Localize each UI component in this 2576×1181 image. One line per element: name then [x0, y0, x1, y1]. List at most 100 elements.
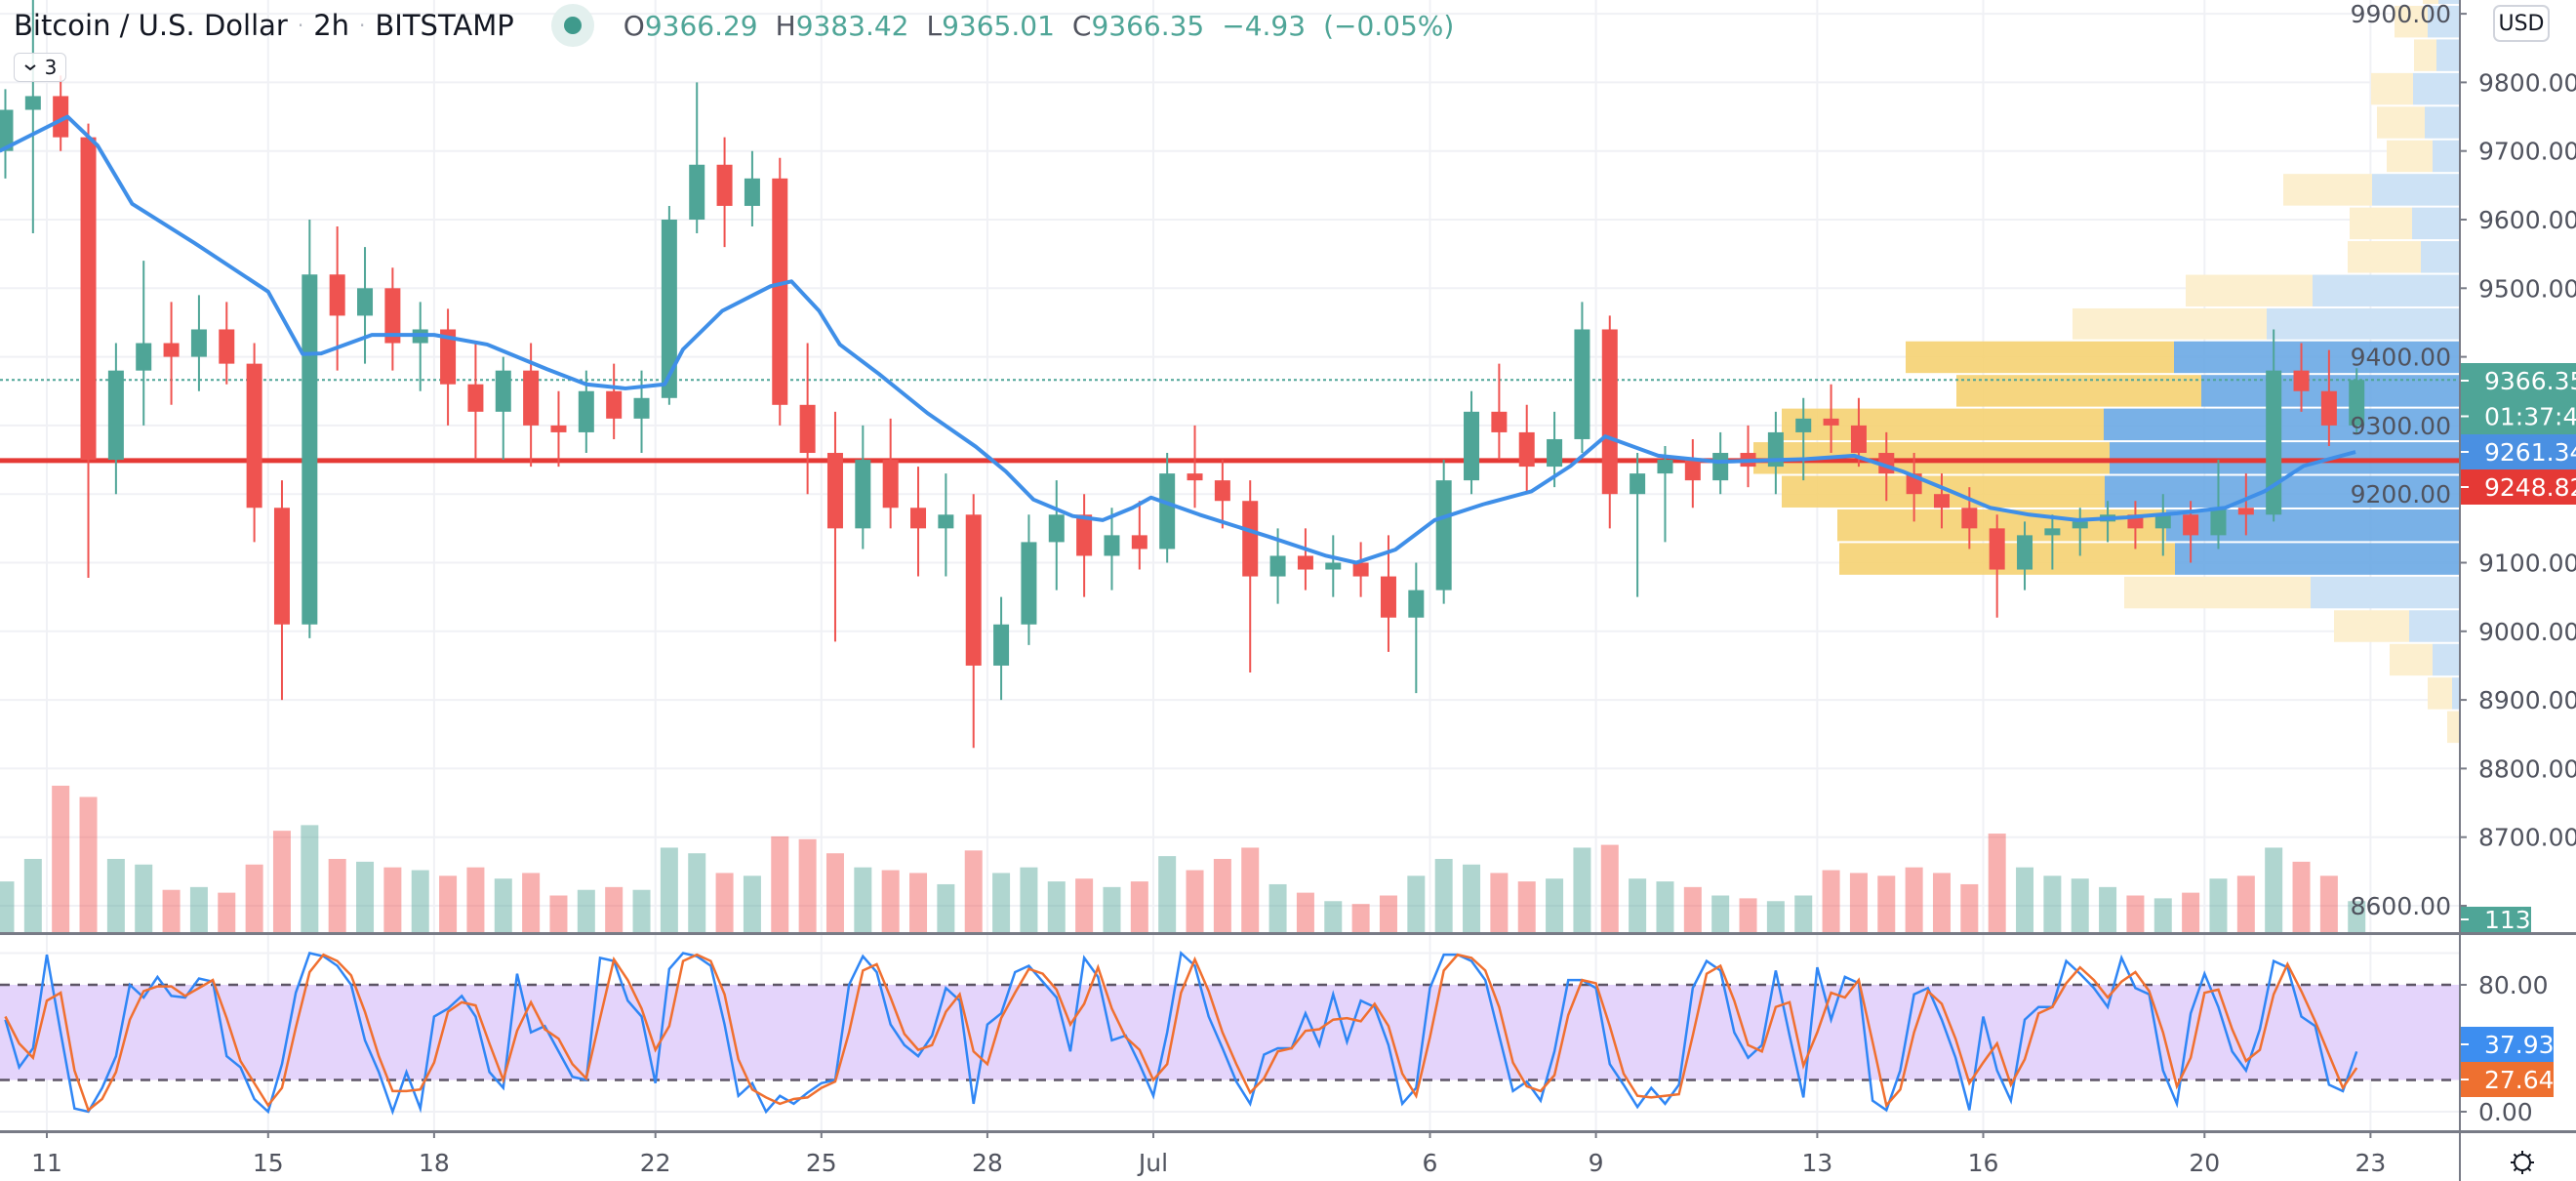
volume-bar	[1711, 895, 1730, 932]
candle-body	[938, 514, 954, 529]
candle-body	[467, 384, 484, 412]
candle	[606, 363, 623, 439]
volume-bar	[2043, 876, 2062, 932]
volume-bar	[1766, 901, 1785, 932]
candle	[1491, 363, 1508, 461]
candle-body	[495, 370, 511, 412]
time-axis-label: 22	[640, 1149, 671, 1177]
stochastic-d-line	[4, 953, 2358, 1113]
high-label: H	[775, 9, 796, 42]
volume-bar	[106, 859, 125, 932]
volume-bar	[2182, 892, 2200, 932]
price-axis-label: 8600.00	[2351, 892, 2451, 920]
volume-bar	[301, 825, 319, 932]
candle	[1242, 480, 1259, 672]
pane-separator	[0, 932, 2576, 935]
candle-body	[1961, 508, 1978, 529]
candle	[716, 137, 733, 248]
separator: ·	[359, 14, 366, 37]
volume-bar	[522, 873, 541, 932]
candle	[1104, 508, 1120, 590]
volume-bar	[1075, 878, 1094, 932]
oscillator-axis-label: 80.00	[2478, 971, 2549, 999]
symbol-name[interactable]: Bitcoin / U.S. Dollar	[14, 9, 288, 42]
volume-bar	[272, 831, 291, 932]
time-axis-border	[0, 1130, 2576, 1133]
volume-profile-down-bar	[2073, 307, 2267, 340]
candle-body	[1547, 438, 1563, 468]
volume-profile-up-bar	[2412, 207, 2459, 240]
candle	[1630, 453, 1646, 597]
volume-bar	[52, 786, 70, 932]
volume-profile-up-bar	[2174, 341, 2459, 374]
volume-bar	[825, 853, 844, 932]
support-line-price-label: 9248.82	[2484, 473, 2576, 502]
candle-body	[2072, 521, 2088, 529]
volume-profile-up-bar	[2433, 643, 2459, 676]
indicators-collapse-button[interactable]: 3	[14, 53, 66, 82]
volume-profile-down-bar	[2283, 174, 2372, 206]
candle	[1131, 501, 1147, 570]
candle	[1352, 542, 1369, 597]
price-axis-label: 9100.00	[2478, 550, 2576, 578]
volume-bar	[1517, 881, 1536, 932]
exchange: BITSTAMP	[375, 9, 514, 42]
candle-body	[993, 624, 1010, 666]
candle-body	[1464, 411, 1480, 481]
low-label: L	[926, 9, 943, 42]
volume-bar	[2153, 898, 2172, 932]
volume-bar	[1296, 892, 1314, 932]
candle-body	[1435, 480, 1452, 590]
candle	[2266, 329, 2282, 522]
volume-bar	[1960, 883, 1979, 932]
price-axis-label: 9200.00	[2351, 480, 2451, 509]
candle-body	[190, 329, 207, 357]
volume-profile-up-bar	[2436, 39, 2459, 71]
price-axis-border	[2459, 0, 2461, 1181]
volume-profile-down-bar	[2124, 576, 2311, 609]
candle-body	[1989, 528, 2005, 570]
price-axis-label: 9900.00	[2351, 0, 2451, 28]
volume-profile-down-bar	[2390, 643, 2433, 676]
volume-bar	[1573, 847, 1591, 932]
candle	[495, 356, 511, 461]
price-axis-label: 8800.00	[2478, 754, 2576, 783]
candle	[190, 295, 207, 391]
candle	[1740, 425, 1756, 488]
candle	[412, 302, 428, 391]
ohlc-values: O9366.29 H9383.42 L9365.01 C9366.35 −4.9…	[624, 10, 1455, 42]
candle-body	[1850, 425, 1867, 454]
volume-bar	[2236, 876, 2255, 932]
volume-profile-down-bar	[2387, 140, 2433, 173]
volume-bar	[1324, 901, 1343, 932]
volume-bar	[1988, 834, 2006, 932]
volume-profile-down-bar	[2350, 207, 2412, 240]
volume-profile-down-bar	[2395, 5, 2428, 38]
open-value: 9366.29	[644, 9, 758, 42]
candle	[689, 82, 705, 234]
gear-icon[interactable]	[2508, 1148, 2537, 1177]
candle-body	[219, 329, 235, 364]
time-axis-label: 6	[1423, 1149, 1438, 1177]
candle	[24, 0, 41, 234]
price-axis-label: 9000.00	[2478, 618, 2576, 646]
volume-bar	[1877, 876, 1896, 932]
interval[interactable]: 2h	[313, 9, 350, 42]
last-price-label: 9366.35	[2484, 367, 2576, 395]
candle-body	[1408, 590, 1425, 618]
volume-profile-down-bar	[2186, 274, 2313, 306]
candle-body	[1933, 494, 1950, 509]
candle-body	[329, 274, 345, 316]
volume-bar	[383, 867, 402, 932]
time-axis-label: Jul	[1137, 1149, 1168, 1177]
candle-body	[1242, 501, 1259, 577]
candle	[1767, 411, 1784, 495]
volume-bar	[715, 873, 734, 932]
currency-button[interactable]: USD	[2493, 5, 2550, 42]
candle-body	[53, 96, 69, 138]
oscillator-axis-label: 0.00	[2478, 1098, 2533, 1126]
volume-profile-up-bar	[2175, 543, 2459, 575]
volume-profile-down-bar	[2447, 711, 2459, 744]
candle-body	[1491, 411, 1508, 432]
